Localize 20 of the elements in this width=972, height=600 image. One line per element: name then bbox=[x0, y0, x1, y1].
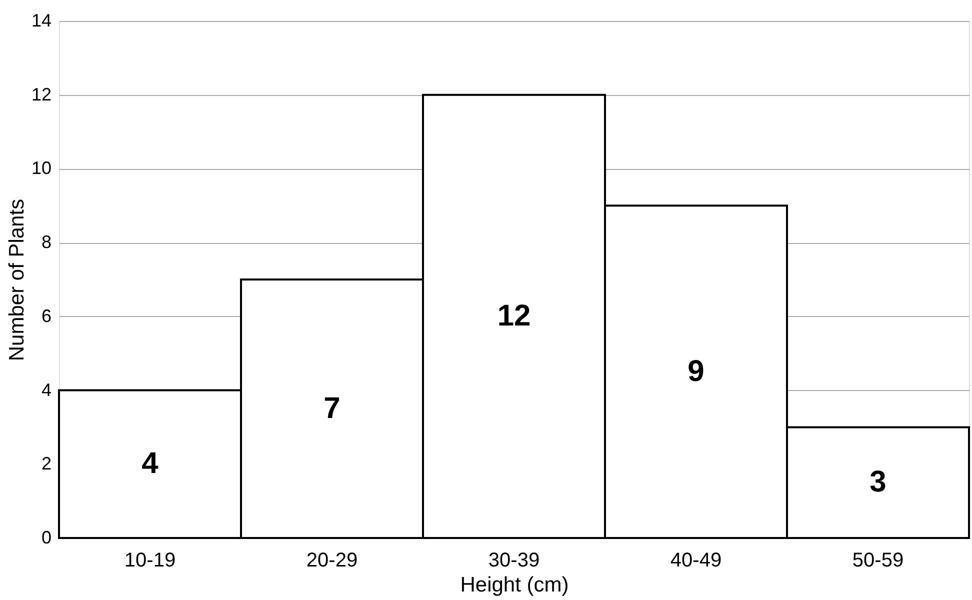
data-label: 3 bbox=[870, 466, 886, 499]
x-axis-title: Height (cm) bbox=[460, 574, 569, 596]
data-label: 12 bbox=[497, 299, 531, 332]
y-tick-label: 12 bbox=[31, 84, 52, 104]
x-tick-label: 20-29 bbox=[306, 550, 358, 572]
x-tick-label: 30-39 bbox=[488, 550, 540, 572]
y-tick-label: 8 bbox=[41, 232, 52, 252]
x-tick-label: 40-49 bbox=[670, 550, 722, 572]
y-tick-label: 2 bbox=[41, 454, 52, 474]
data-label: 4 bbox=[142, 447, 159, 480]
x-tick-label: 50-59 bbox=[852, 550, 904, 572]
y-tick-label: 10 bbox=[31, 158, 52, 178]
data-label: 9 bbox=[688, 354, 704, 388]
y-axis-title: Number of Plants bbox=[5, 198, 28, 362]
y-tick-label: 6 bbox=[41, 306, 52, 326]
y-tick-label: 4 bbox=[41, 380, 52, 400]
y-tick-label: 14 bbox=[31, 10, 52, 30]
data-label: 7 bbox=[324, 392, 340, 425]
x-tick-label: 10-19 bbox=[124, 550, 176, 572]
y-tick-label: 0 bbox=[41, 528, 52, 548]
